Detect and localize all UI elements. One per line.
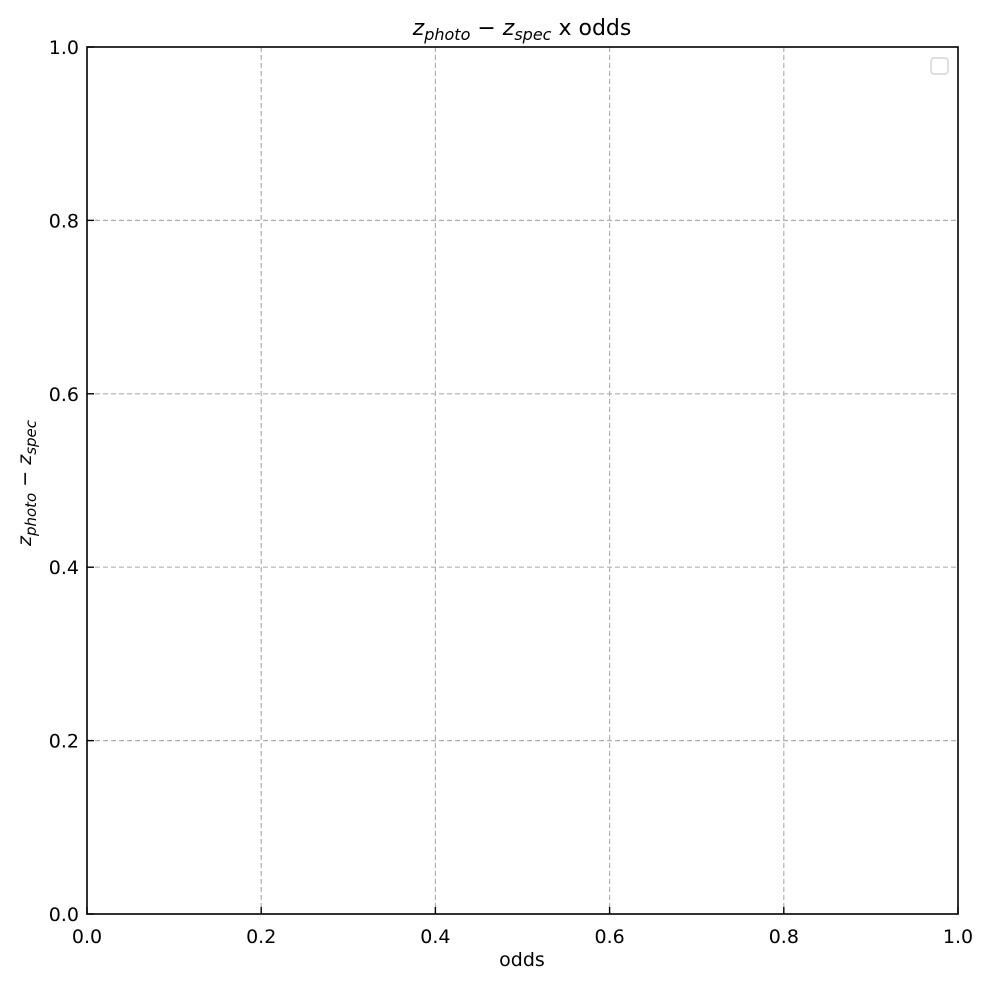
title-photo-subscript: photo	[423, 25, 470, 44]
y-tick-label: 0.8	[49, 210, 79, 232]
chart-title: zphoto − zspec x odds	[412, 16, 632, 44]
title-z-spec: z	[502, 16, 515, 41]
y-tick-label: 0.2	[49, 731, 79, 753]
x-tick-label: 1.0	[943, 926, 973, 948]
title-minus: −	[470, 16, 502, 41]
y-tick-label: 0.0	[49, 904, 79, 926]
x-tick-label: 0.4	[420, 926, 450, 948]
title-suffix: x odds	[551, 16, 631, 41]
y-tick-label: 0.6	[49, 384, 79, 406]
ylabel-minus: −	[14, 465, 36, 493]
grid	[87, 47, 958, 914]
y-tick-label: 1.0	[49, 37, 79, 59]
y-axis-label: zphoto − zspec	[14, 419, 40, 547]
title-spec-subscript: spec	[514, 25, 551, 44]
axis-ticks: 0.0 0.2 0.4 0.6 0.8 1.0 0.0 0.2 0.4 0.6 0.8 1.0	[49, 37, 973, 948]
x-tick-label: 0.6	[594, 926, 624, 948]
plot-frame	[86, 46, 959, 915]
x-tick-label: 0.0	[72, 926, 102, 948]
y-tick-label: 0.4	[49, 557, 79, 579]
title-z-photo: z	[412, 16, 425, 41]
ylabel-z-photo: z	[14, 535, 36, 547]
ylabel-spec-subscript: spec	[22, 419, 40, 455]
ylabel-z-spec: z	[14, 454, 36, 466]
x-tick-label: 0.2	[246, 926, 276, 948]
ylabel-photo-subscript: photo	[22, 493, 40, 537]
x-axis-label: odds	[499, 949, 545, 971]
x-tick-label: 0.8	[769, 926, 799, 948]
legend-box	[930, 57, 949, 75]
